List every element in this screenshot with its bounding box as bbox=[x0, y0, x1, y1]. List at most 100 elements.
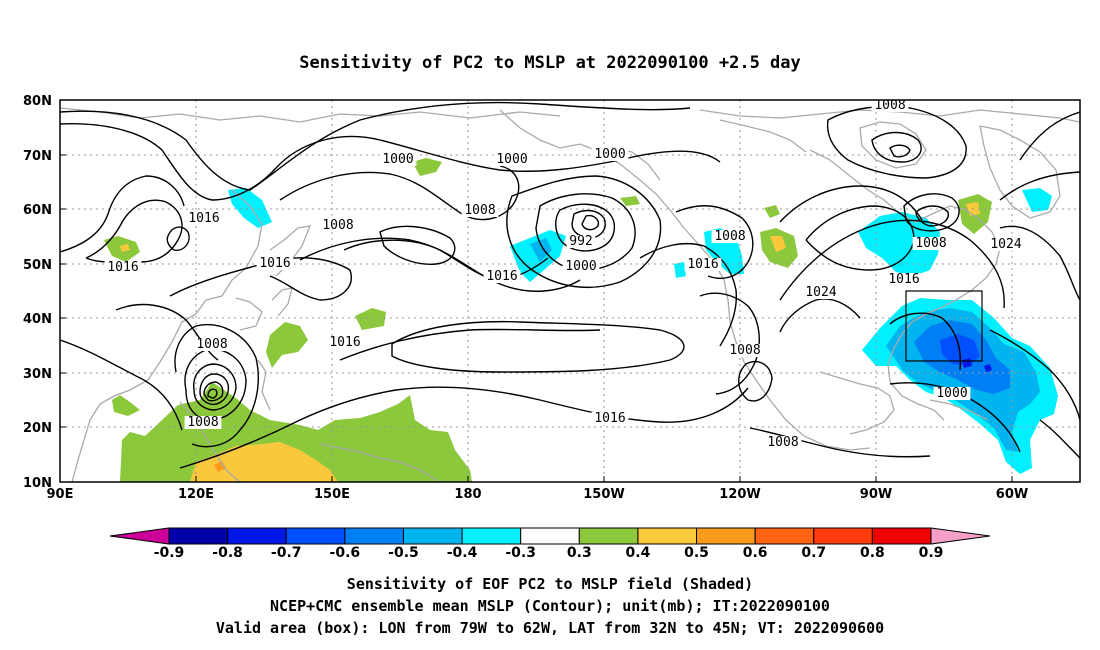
colorbar-low-end bbox=[109, 527, 170, 545]
colorbar-label: -0.5 bbox=[388, 545, 419, 561]
colorbar-swatch bbox=[461, 527, 522, 545]
cyan-shade-hudson bbox=[858, 212, 940, 276]
contour-label-bg bbox=[591, 148, 629, 161]
contour-label: 1016 bbox=[107, 260, 138, 275]
contour-label: 1008 bbox=[729, 343, 760, 358]
colorbar-swatch bbox=[168, 527, 229, 545]
lon-label: 150W bbox=[583, 487, 624, 502]
contour-label: 992 bbox=[569, 234, 592, 249]
contour-label-bg bbox=[764, 436, 802, 449]
cyan-shade-greenland bbox=[1022, 188, 1052, 212]
contour-label-bg bbox=[256, 257, 294, 270]
yellow-shade-asia bbox=[120, 244, 130, 252]
contour-label: 1000 bbox=[594, 147, 625, 162]
map-frame bbox=[59, 99, 1081, 483]
contour-label: 1016 bbox=[486, 269, 517, 284]
contour-label: 1008 bbox=[915, 236, 946, 251]
caption-valid-area: Valid area (box): LON from 79W to 62W, L… bbox=[216, 619, 884, 637]
colorbar-swatch bbox=[285, 527, 346, 545]
lon-label: 90E bbox=[47, 487, 74, 502]
map-ticks bbox=[60, 154, 1013, 482]
contour-label-bg bbox=[711, 230, 749, 243]
contour-label-bg bbox=[461, 204, 499, 217]
contour-label: 1008 bbox=[767, 435, 798, 450]
colorbar-swatch bbox=[754, 527, 815, 545]
core-shade-atlantic-2 bbox=[984, 364, 992, 372]
lat-label: 10N bbox=[23, 476, 52, 491]
lat-label: 70N bbox=[23, 149, 52, 164]
lon-label: 120W bbox=[719, 487, 760, 502]
orange-dot bbox=[214, 461, 226, 472]
colorbar-label: -0.8 bbox=[212, 545, 243, 561]
green-shade-tropics bbox=[120, 382, 472, 482]
longitude-labels: 90E 120E 150E 180 150W 120W 90W 60W bbox=[47, 487, 1029, 502]
colorbar-labels: -0.9 -0.8 -0.7 -0.6 -0.5 -0.4 -0.3 0.3 0.4 0.5 0.6… bbox=[154, 545, 944, 561]
colorbar-label: -0.4 bbox=[447, 545, 478, 561]
contour-label-bg bbox=[319, 219, 357, 232]
contour-labels: 1008 1000 1000 1000 992 1008 1008 1016 1008 1008 1… bbox=[104, 98, 1025, 450]
blue-shade-alaska-gulf bbox=[530, 238, 552, 262]
colorbar-label: -0.9 bbox=[154, 545, 185, 561]
valid-area-box bbox=[905, 290, 983, 362]
colorbar-label: 0.8 bbox=[860, 545, 885, 561]
caption-shading: Sensitivity of EOF PC2 to MSLP field (Sh… bbox=[347, 575, 753, 593]
colorbar-label: -0.6 bbox=[330, 545, 361, 561]
contour-label-bg bbox=[933, 387, 971, 400]
lat-label: 40N bbox=[23, 312, 52, 327]
contour-label: 1016 bbox=[888, 272, 919, 287]
colorbar-swatch bbox=[813, 527, 873, 545]
contour-label-bg bbox=[326, 336, 364, 349]
colorbar-swatch bbox=[402, 527, 463, 545]
lon-label: 90W bbox=[860, 487, 892, 502]
cyan-shade-kamchatka bbox=[228, 188, 272, 228]
contour-label: 1016 bbox=[329, 335, 360, 350]
colorbar-swatch bbox=[227, 527, 287, 545]
contour-label-bg bbox=[684, 258, 722, 271]
contour-label-bg bbox=[193, 338, 231, 351]
map-panel: 1008 1000 1000 1000 992 1008 1008 1016 1008 1008 1… bbox=[60, 98, 1080, 482]
contour-label-bg bbox=[802, 286, 840, 299]
contour-label-bg bbox=[885, 273, 923, 286]
contour-label: 1016 bbox=[687, 257, 718, 272]
contour-label: 1000 bbox=[936, 386, 967, 401]
colorbar-swatch bbox=[344, 527, 404, 545]
contour-label: 1008 bbox=[714, 229, 745, 244]
contour-label: 1000 bbox=[496, 152, 527, 167]
colorbar-label: -0.3 bbox=[505, 545, 536, 561]
contour-label-bg bbox=[493, 153, 531, 166]
yellow-shade-rockies bbox=[770, 236, 786, 252]
contour-label: 1008 bbox=[464, 203, 495, 218]
contour-label-bg bbox=[184, 416, 222, 429]
contour-label: 1008 bbox=[874, 98, 905, 113]
colorbar-swatch bbox=[696, 527, 756, 545]
contour-label-bg bbox=[987, 238, 1025, 251]
colorbar-label: 0.7 bbox=[801, 545, 826, 561]
green-shade-siberia bbox=[412, 158, 442, 176]
colorbar-label: 0.5 bbox=[684, 545, 709, 561]
contour-label-bg bbox=[726, 344, 764, 357]
contour-label-bg bbox=[912, 237, 950, 250]
lat-label: 50N bbox=[23, 258, 52, 273]
lon-label: 150E bbox=[314, 487, 350, 502]
colorbar-swatch bbox=[578, 527, 639, 545]
colorbar-label: 0.3 bbox=[567, 545, 592, 561]
cyan-dot-bc bbox=[674, 262, 686, 278]
contour-label: 1000 bbox=[382, 152, 413, 167]
contour-label-bg bbox=[483, 270, 521, 283]
colorbar-label: 0.9 bbox=[919, 545, 944, 561]
lat-label: 30N bbox=[23, 367, 52, 382]
contour-label: 1016 bbox=[594, 411, 625, 426]
green-shade-pacific bbox=[355, 308, 386, 330]
colorbar-label: 0.6 bbox=[743, 545, 768, 561]
green-shade-luzon bbox=[266, 322, 308, 368]
lon-label: 60W bbox=[996, 487, 1028, 502]
contour-label-bg bbox=[871, 100, 909, 112]
contour-label-bg bbox=[379, 153, 417, 166]
green-dot-bering bbox=[620, 196, 640, 206]
contour-label: 1024 bbox=[990, 237, 1021, 252]
contour-label-bg bbox=[562, 260, 600, 273]
contour-label-bg bbox=[185, 212, 223, 225]
colorbar-label: 0.4 bbox=[626, 545, 651, 561]
lat-label: 80N bbox=[23, 94, 52, 109]
